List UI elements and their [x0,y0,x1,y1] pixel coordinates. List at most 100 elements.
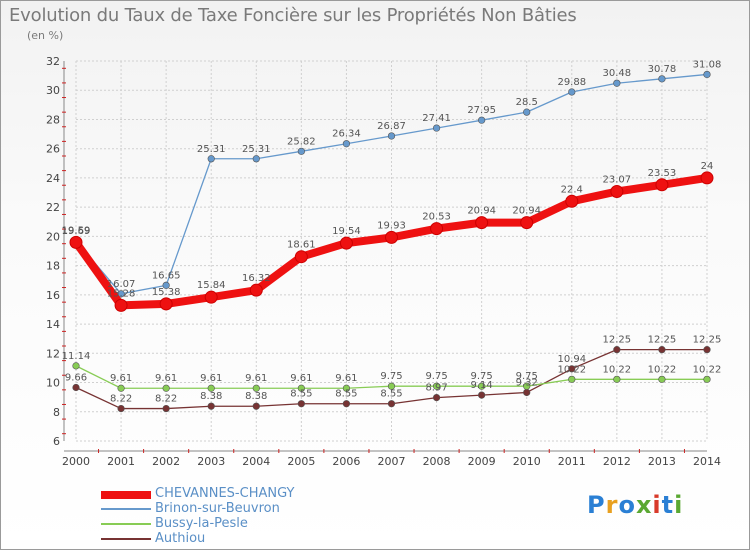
data-label-bussy-la-pesle: 9.75 [380,371,402,382]
data-label-bussy-la-pesle: 10.22 [693,364,722,375]
data-point-authiou [478,391,486,399]
data-point-bussy-la-pesle [207,384,215,392]
data-label-chevannes-changy: 16.32 [242,273,271,284]
data-point-bussy-la-pesle [387,382,396,390]
data-point-authiou [568,365,576,373]
data-point-bussy-la-pesle [162,384,170,392]
data-point-authiou [613,346,621,354]
data-label-brinon-sur-beuvron: 16.65 [152,270,181,281]
legend-item-chevannes-changy: CHEVANNES-CHANGY [101,486,361,502]
data-point-brinon-sur-beuvron [658,75,666,83]
data-point-authiou [252,402,260,410]
x-tick-label: 2009 [468,455,496,468]
y-tick-label: 28 [46,113,60,126]
x-tick-label: 2000 [62,455,90,468]
y-tick-label: 8 [53,406,60,419]
data-label-bussy-la-pesle: 9.61 [290,373,312,384]
x-tick-label: 2012 [603,455,631,468]
data-label-bussy-la-pesle: 9.61 [200,373,222,384]
data-point-chevannes-changy [430,222,444,236]
data-point-chevannes-changy [385,230,398,244]
data-label-chevannes-changy: 15.28 [107,288,136,299]
data-label-authiou: 12.25 [693,335,722,346]
data-label-authiou: 8.38 [200,391,222,402]
data-point-brinon-sur-beuvron [703,70,711,79]
data-label-chevannes-changy: 22.4 [561,184,583,195]
data-label-bussy-la-pesle: 9.61 [245,373,267,384]
data-point-authiou [658,346,666,354]
axes: 6 8 10 12 14 16 18 20 22 24 26 28 30 32 2000 2001 2002 20… [46,55,721,468]
data-label-chevannes-changy: 19.93 [377,220,406,231]
data-point-authiou [117,404,125,413]
x-tick-label: 2006 [332,455,360,468]
y-axis-unit: (en %) [27,29,64,42]
chart-title: Evolution du Taux de Taxe Foncière sur l… [9,5,577,26]
data-point-bussy-la-pesle [72,362,80,370]
data-label-brinon-sur-beuvron: 19.69 [62,226,91,237]
data-label-brinon-sur-beuvron: 16.07 [107,279,136,290]
data-point-chevannes-changy [475,216,489,230]
data-point-chevannes-changy [565,194,579,208]
x-tick-label: 2008 [423,455,451,468]
data-label-authiou: 8.38 [245,391,267,402]
legend-swatch-authiou [101,538,151,540]
data-point-chevannes-changy [204,290,218,304]
data-point-brinon-sur-beuvron [568,88,576,96]
x-tick-label: 2004 [242,455,270,468]
data-label-authiou: 9.14 [471,380,493,391]
data-label-brinon-sur-beuvron: 31.08 [693,59,722,70]
y-tick-label: 16 [46,289,60,302]
data-label-brinon-sur-beuvron: 30.48 [603,68,632,79]
data-label-brinon-sur-beuvron: 26.87 [377,121,406,132]
proxiti-logo: Proxiti [587,491,683,519]
y-tick-label: 18 [46,260,60,273]
data-point-chevannes-changy [700,171,714,185]
logo-letter: o [618,491,636,519]
y-tick-label: 20 [46,230,60,243]
data-point-chevannes-changy [294,250,308,264]
logo-letter: x [635,491,653,519]
data-point-chevannes-changy [339,236,353,250]
legend-swatch-bussy-la-pesle [101,523,151,525]
data-label-bussy-la-pesle: 9.75 [516,371,538,382]
x-tick-label: 2010 [513,455,541,468]
data-point-chevannes-changy [610,185,624,199]
x-tick-label: 2007 [378,455,406,468]
data-point-brinon-sur-beuvron [523,108,531,116]
data-label-brinon-sur-beuvron: 28.5 [516,97,538,108]
data-label-chevannes-changy: 24 [701,161,714,172]
data-point-bussy-la-pesle [703,375,711,383]
data-point-brinon-sur-beuvron [297,147,305,155]
data-point-bussy-la-pesle [342,384,351,392]
y-tick-label: 12 [46,347,60,360]
data-label-brinon-sur-beuvron: 30.78 [648,64,677,75]
y-tick-label: 26 [46,143,60,156]
data-point-chevannes-changy [69,235,83,249]
y-tick-label: 22 [46,201,60,214]
data-label-chevannes-changy: 23.07 [603,175,632,186]
data-label-chevannes-changy: 23.53 [648,168,677,179]
data-label-chevannes-changy: 20.94 [467,206,496,217]
logo-letter: r [605,491,619,519]
data-label-bussy-la-pesle: 9.75 [471,371,493,382]
y-tick-label: 14 [46,318,60,331]
data-point-brinon-sur-beuvron [613,79,621,87]
data-label-chevannes-changy: 18.61 [287,240,316,251]
logo-letter: i [652,491,662,519]
data-label-chevannes-changy: 19.59 [62,225,91,236]
data-point-chevannes-changy [249,283,263,297]
data-label-bussy-la-pesle: 11.14 [62,351,91,362]
x-tick-label: 2005 [287,455,315,468]
data-label-chevannes-changy: 19.54 [332,226,361,237]
legend-label-brinon-sur-beuvron: Brinon-sur-Beuvron [155,501,280,516]
data-point-bussy-la-pesle [523,382,531,390]
data-label-brinon-sur-beuvron: 27.95 [467,105,496,116]
logo-letter: t [661,491,675,519]
data-point-chevannes-changy [114,298,128,312]
data-point-chevannes-changy [159,297,173,311]
data-point-brinon-sur-beuvron [478,116,486,124]
data-point-authiou [207,402,215,410]
line-chart: 6 8 10 12 14 16 18 20 22 24 26 28 30 32 2000 2001 2002 20… [46,55,722,468]
data-point-bussy-la-pesle [117,384,125,392]
